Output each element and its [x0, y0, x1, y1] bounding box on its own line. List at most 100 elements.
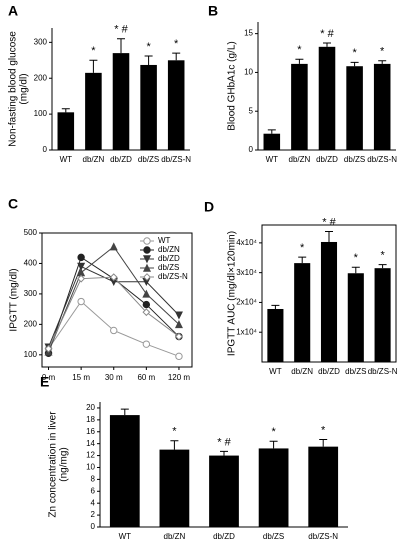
- marker: [77, 253, 85, 262]
- significance-label: *: [271, 426, 276, 438]
- significance-label: *: [354, 252, 359, 264]
- bar: [209, 455, 239, 527]
- bar: [57, 112, 75, 150]
- error-bar: [323, 42, 331, 47]
- error-bar: [271, 304, 280, 309]
- legend-label: db/ZN: [158, 245, 180, 254]
- x-tick-label: WT: [269, 367, 282, 376]
- bar: [308, 446, 339, 527]
- y-tick-label: 1x10⁴: [236, 327, 257, 336]
- bar: [112, 53, 130, 150]
- y-tick-label: 500: [24, 228, 38, 237]
- bar: [373, 63, 391, 150]
- marker: [143, 237, 151, 245]
- y-tick-label: 100: [34, 109, 48, 118]
- bar: [294, 263, 311, 362]
- x-tick-label: db/ZD: [213, 532, 235, 541]
- series-line: [48, 276, 180, 349]
- panel-label: D: [204, 199, 214, 215]
- marker: [142, 289, 151, 298]
- significance-label: *: [380, 46, 385, 58]
- marker: [77, 262, 86, 271]
- panel-label: B: [208, 3, 218, 19]
- bar: [374, 268, 391, 362]
- marker: [77, 297, 85, 306]
- marker: [142, 263, 152, 272]
- error-bar: [120, 408, 129, 416]
- legend-label: db/ZS-N: [158, 272, 188, 281]
- marker: [110, 326, 118, 335]
- y-axis-label: Blood GHbA1c (g/L): [227, 41, 238, 131]
- significance-label: * #: [320, 28, 334, 40]
- error-bar: [378, 60, 387, 64]
- marker: [174, 311, 183, 320]
- y-tick-label: 12: [86, 451, 95, 460]
- y-axis-label: IPGTT (mg/dl): [9, 268, 20, 331]
- significance-label: * #: [217, 436, 231, 448]
- y-tick-label: 4x10⁴: [236, 238, 257, 247]
- x-tick-label: 30 m: [105, 373, 123, 382]
- y-axis-label: IPGTT AUC (mg/dl×120min): [227, 231, 238, 356]
- significance-label: *: [146, 41, 151, 53]
- x-tick-label: db/ZN: [164, 532, 186, 541]
- y-tick-label: 4: [91, 498, 96, 507]
- error-bar: [319, 439, 328, 447]
- marker: [142, 340, 151, 348]
- y-tick-label: 20: [86, 403, 95, 412]
- y-tick-label: 0: [43, 145, 48, 154]
- marker: [143, 273, 151, 281]
- significance-label: *: [297, 44, 302, 56]
- y-tick-label: 300: [24, 289, 38, 298]
- error-bar: [172, 52, 181, 61]
- x-tick-label: db/ZD: [316, 155, 338, 164]
- legend-label: db/ZS: [158, 263, 179, 272]
- bar: [318, 46, 336, 150]
- error-bar: [267, 129, 276, 134]
- significance-label: *: [300, 242, 305, 254]
- error-bar: [117, 38, 125, 54]
- bar: [347, 273, 364, 362]
- error-bar: [351, 266, 360, 274]
- bar: [346, 66, 363, 150]
- y-tick-label: 10: [86, 463, 95, 472]
- panel-label: A: [8, 3, 18, 19]
- x-tick-label: 60 m: [137, 373, 155, 382]
- x-tick-label: db/ZS-N: [368, 367, 398, 376]
- x-tick-label: WT: [266, 155, 279, 164]
- error-bar: [378, 264, 387, 269]
- y-axis-label: Zn concentration in liver(ng/mg): [47, 411, 69, 518]
- bar: [258, 448, 289, 527]
- marker: [109, 242, 118, 251]
- bar: [140, 64, 157, 150]
- bar: [291, 63, 308, 150]
- x-tick-label: db/ZN: [83, 155, 105, 164]
- marker: [77, 274, 86, 283]
- panel-label: E: [40, 374, 49, 390]
- error-bar: [89, 59, 98, 73]
- error-bar: [144, 55, 153, 65]
- y-tick-label: 8: [91, 474, 96, 483]
- x-tick-label: db/ZS: [345, 367, 366, 376]
- error-bar: [325, 231, 333, 242]
- y-tick-label: 5: [249, 106, 254, 115]
- error-bar: [269, 440, 278, 449]
- significance-label: *: [321, 424, 326, 436]
- y-tick-label: 10: [244, 68, 253, 77]
- y-tick-label: 16: [86, 427, 95, 436]
- marker: [142, 300, 151, 309]
- x-tick-label: db/ZD: [110, 155, 132, 164]
- bar: [109, 415, 140, 527]
- y-tick-label: 15: [244, 29, 253, 38]
- panel-label: C: [8, 196, 18, 212]
- y-tick-label: 0: [91, 522, 96, 531]
- significance-label: *: [174, 38, 179, 50]
- x-tick-label: 0 m: [42, 373, 56, 382]
- x-tick-label: 15 m: [72, 373, 90, 382]
- y-tick-label: 14: [86, 439, 95, 448]
- marker: [174, 320, 183, 329]
- legend-label: db/ZD: [158, 254, 180, 263]
- x-tick-label: db/ZN: [289, 155, 311, 164]
- x-tick-label: db/ZS: [344, 155, 365, 164]
- marker: [142, 308, 151, 317]
